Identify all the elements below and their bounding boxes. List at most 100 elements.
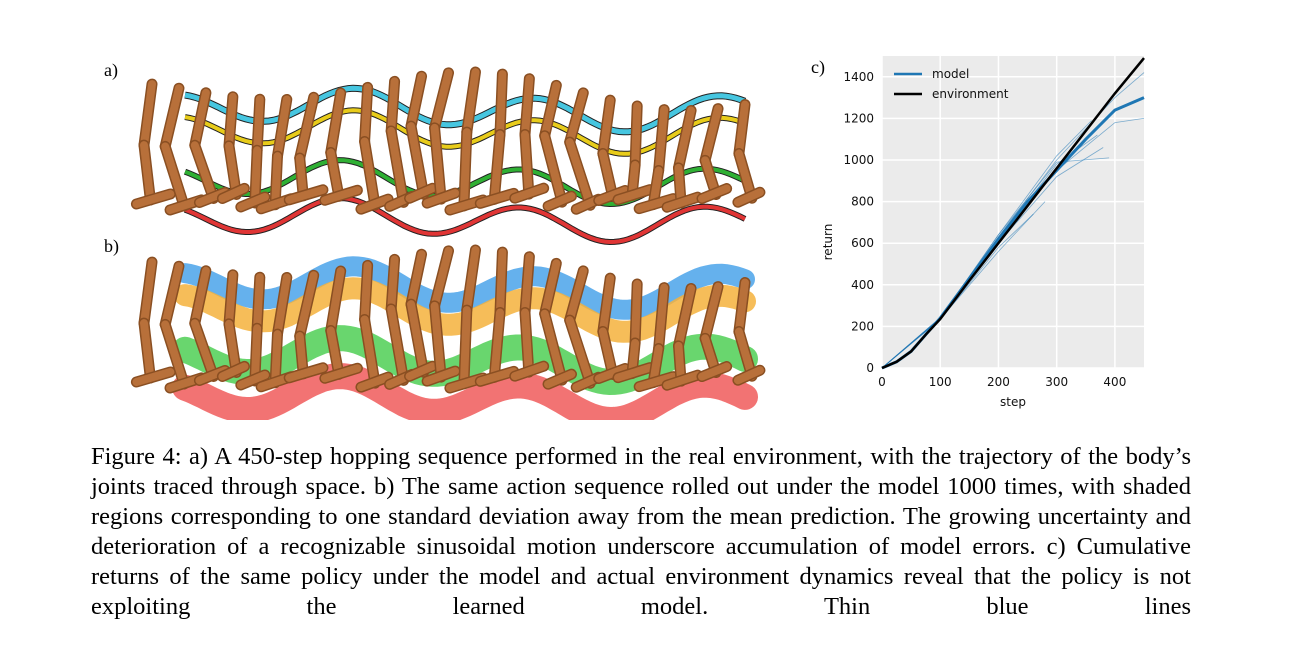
hopper-segment (161, 142, 189, 210)
hopper-segment (236, 192, 269, 211)
hopper-segment (132, 368, 175, 386)
hopper-segment (360, 261, 372, 324)
hopper-segment (407, 72, 426, 131)
y-tick-label: 600 (851, 236, 874, 250)
y-tick-label: 1200 (843, 111, 874, 125)
hopper-segment (654, 283, 669, 353)
hopper-segment (387, 126, 408, 207)
hopper-segment (271, 330, 282, 387)
hopper-segment (663, 193, 702, 212)
hopper-segment (407, 300, 428, 377)
hopper-segment (295, 93, 318, 163)
plot-area (882, 56, 1144, 368)
hopper-segment (190, 319, 218, 381)
hopper-segment (565, 88, 588, 147)
y-tick-label: 800 (851, 195, 874, 209)
hopper-segment (161, 84, 183, 151)
hopper-segment (654, 105, 669, 175)
hopper-segment (190, 141, 218, 203)
figure-caption: Figure 4: a) A 450-step hopping sequence… (91, 443, 1191, 620)
hopper-segment (423, 189, 460, 208)
hopper-segment (224, 141, 241, 199)
hopper-segment (495, 248, 507, 317)
hopper-segment (405, 362, 437, 381)
hopper-segment (734, 278, 749, 336)
hopper-model-rollout (130, 244, 766, 420)
hopper-segment (285, 363, 327, 382)
hopper-segment (520, 308, 533, 377)
hopper-segment (295, 154, 308, 200)
hopper-segment (598, 274, 615, 336)
hopper-segment (387, 255, 399, 313)
hopper-segment (510, 184, 548, 203)
hopper-segment (326, 148, 343, 201)
hopper-segment (462, 246, 480, 315)
hopper-segment (540, 131, 567, 207)
hopper-segment (295, 332, 308, 378)
hopper-segment (285, 185, 327, 204)
hopper-segment (495, 70, 507, 139)
hopper-segment (598, 327, 617, 379)
hopper-segment (459, 306, 471, 388)
hopper-segment (490, 308, 504, 382)
hopper-segment (326, 89, 345, 157)
hopper-segment (697, 362, 731, 381)
environment-line (881, 57, 1145, 370)
hopper-segment (510, 362, 548, 381)
hopper-segment (407, 250, 426, 309)
hopper-segment (544, 370, 576, 389)
hopper-segment (224, 319, 241, 377)
hopper-segment (360, 83, 372, 146)
hopper-segment (360, 137, 379, 210)
hopper-segment (430, 246, 453, 310)
hopper-segment (387, 304, 408, 385)
hopper-segment (631, 102, 642, 169)
hopper-segment (190, 266, 210, 328)
hopper-segment (273, 273, 291, 339)
hopper-segment (273, 95, 291, 161)
x-tick-label: 300 (1045, 375, 1068, 389)
hopper-segment (430, 301, 446, 382)
hopper-segment (224, 270, 237, 328)
panel-a-label: a) (104, 60, 118, 81)
hopper-segment (271, 152, 282, 209)
hopper-segment (140, 80, 156, 150)
hopper-segment (250, 324, 262, 385)
hopper-segment (490, 130, 504, 204)
hopper-segment (356, 373, 393, 392)
y-tick-label: 0 (866, 361, 874, 375)
hopper-segment (218, 362, 249, 381)
hopper-segment (161, 262, 183, 329)
hopper-segment (734, 327, 756, 381)
hopper-segment (614, 363, 655, 382)
hopper-segment (132, 190, 175, 208)
hopper-segment (540, 259, 561, 318)
hopper-segment (520, 130, 533, 199)
hopper-segment (161, 320, 189, 388)
y-tick-label: 1400 (843, 70, 874, 84)
hopper-segment (459, 128, 471, 210)
hopper-segment (565, 138, 595, 210)
y-tick-label: 200 (851, 319, 874, 333)
hopper-segment (476, 367, 518, 386)
hopper-segment (253, 273, 264, 333)
figure-panels: a) b) c) 0 100 200 300 400 0 200 400 600 800 1000 1… (104, 56, 1145, 420)
hopper-segment (190, 88, 210, 150)
hopper-segment (594, 364, 630, 383)
hopper-segment (326, 326, 343, 379)
returns-chart: 0 100 200 300 400 0 200 400 600 800 1000 1200 1400 st… (821, 56, 1145, 409)
hopper-segment (697, 184, 731, 203)
hopper-segment (423, 367, 460, 386)
hopper-segment (663, 371, 702, 390)
x-tick-label: 100 (929, 375, 952, 389)
hopper-segment (614, 185, 655, 204)
y-axis-label: return (821, 224, 835, 261)
hopper-segment (326, 267, 345, 335)
hopper-segment (320, 364, 362, 383)
hopper-segment (598, 96, 615, 158)
hopper-segment (635, 194, 678, 213)
x-tick-label: 200 (987, 375, 1010, 389)
panel-c-label: c) (811, 57, 825, 78)
hopper-segment (430, 68, 453, 132)
hopper-segment (734, 149, 756, 203)
